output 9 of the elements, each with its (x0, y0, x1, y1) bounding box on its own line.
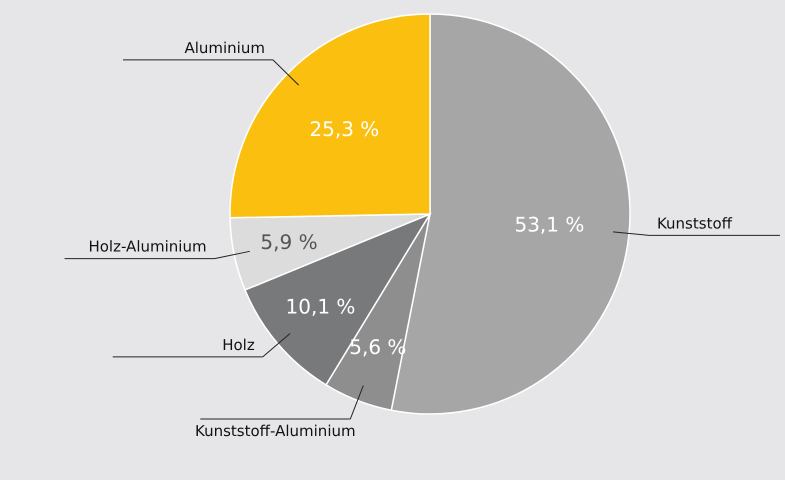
data-label: 10,1 % (286, 294, 356, 319)
data-label: 53,1 % (514, 212, 584, 237)
slice-label: Kunststoff-Aluminium (194, 422, 356, 440)
slice-label: Holz (222, 336, 255, 354)
slice-label: Aluminium (184, 38, 265, 57)
data-label: 25,3 % (309, 116, 380, 141)
slice-label: Kunststoff (656, 214, 733, 232)
data-label: 5,9 % (260, 230, 318, 254)
slice-label: Holz-Aluminium (88, 238, 207, 256)
